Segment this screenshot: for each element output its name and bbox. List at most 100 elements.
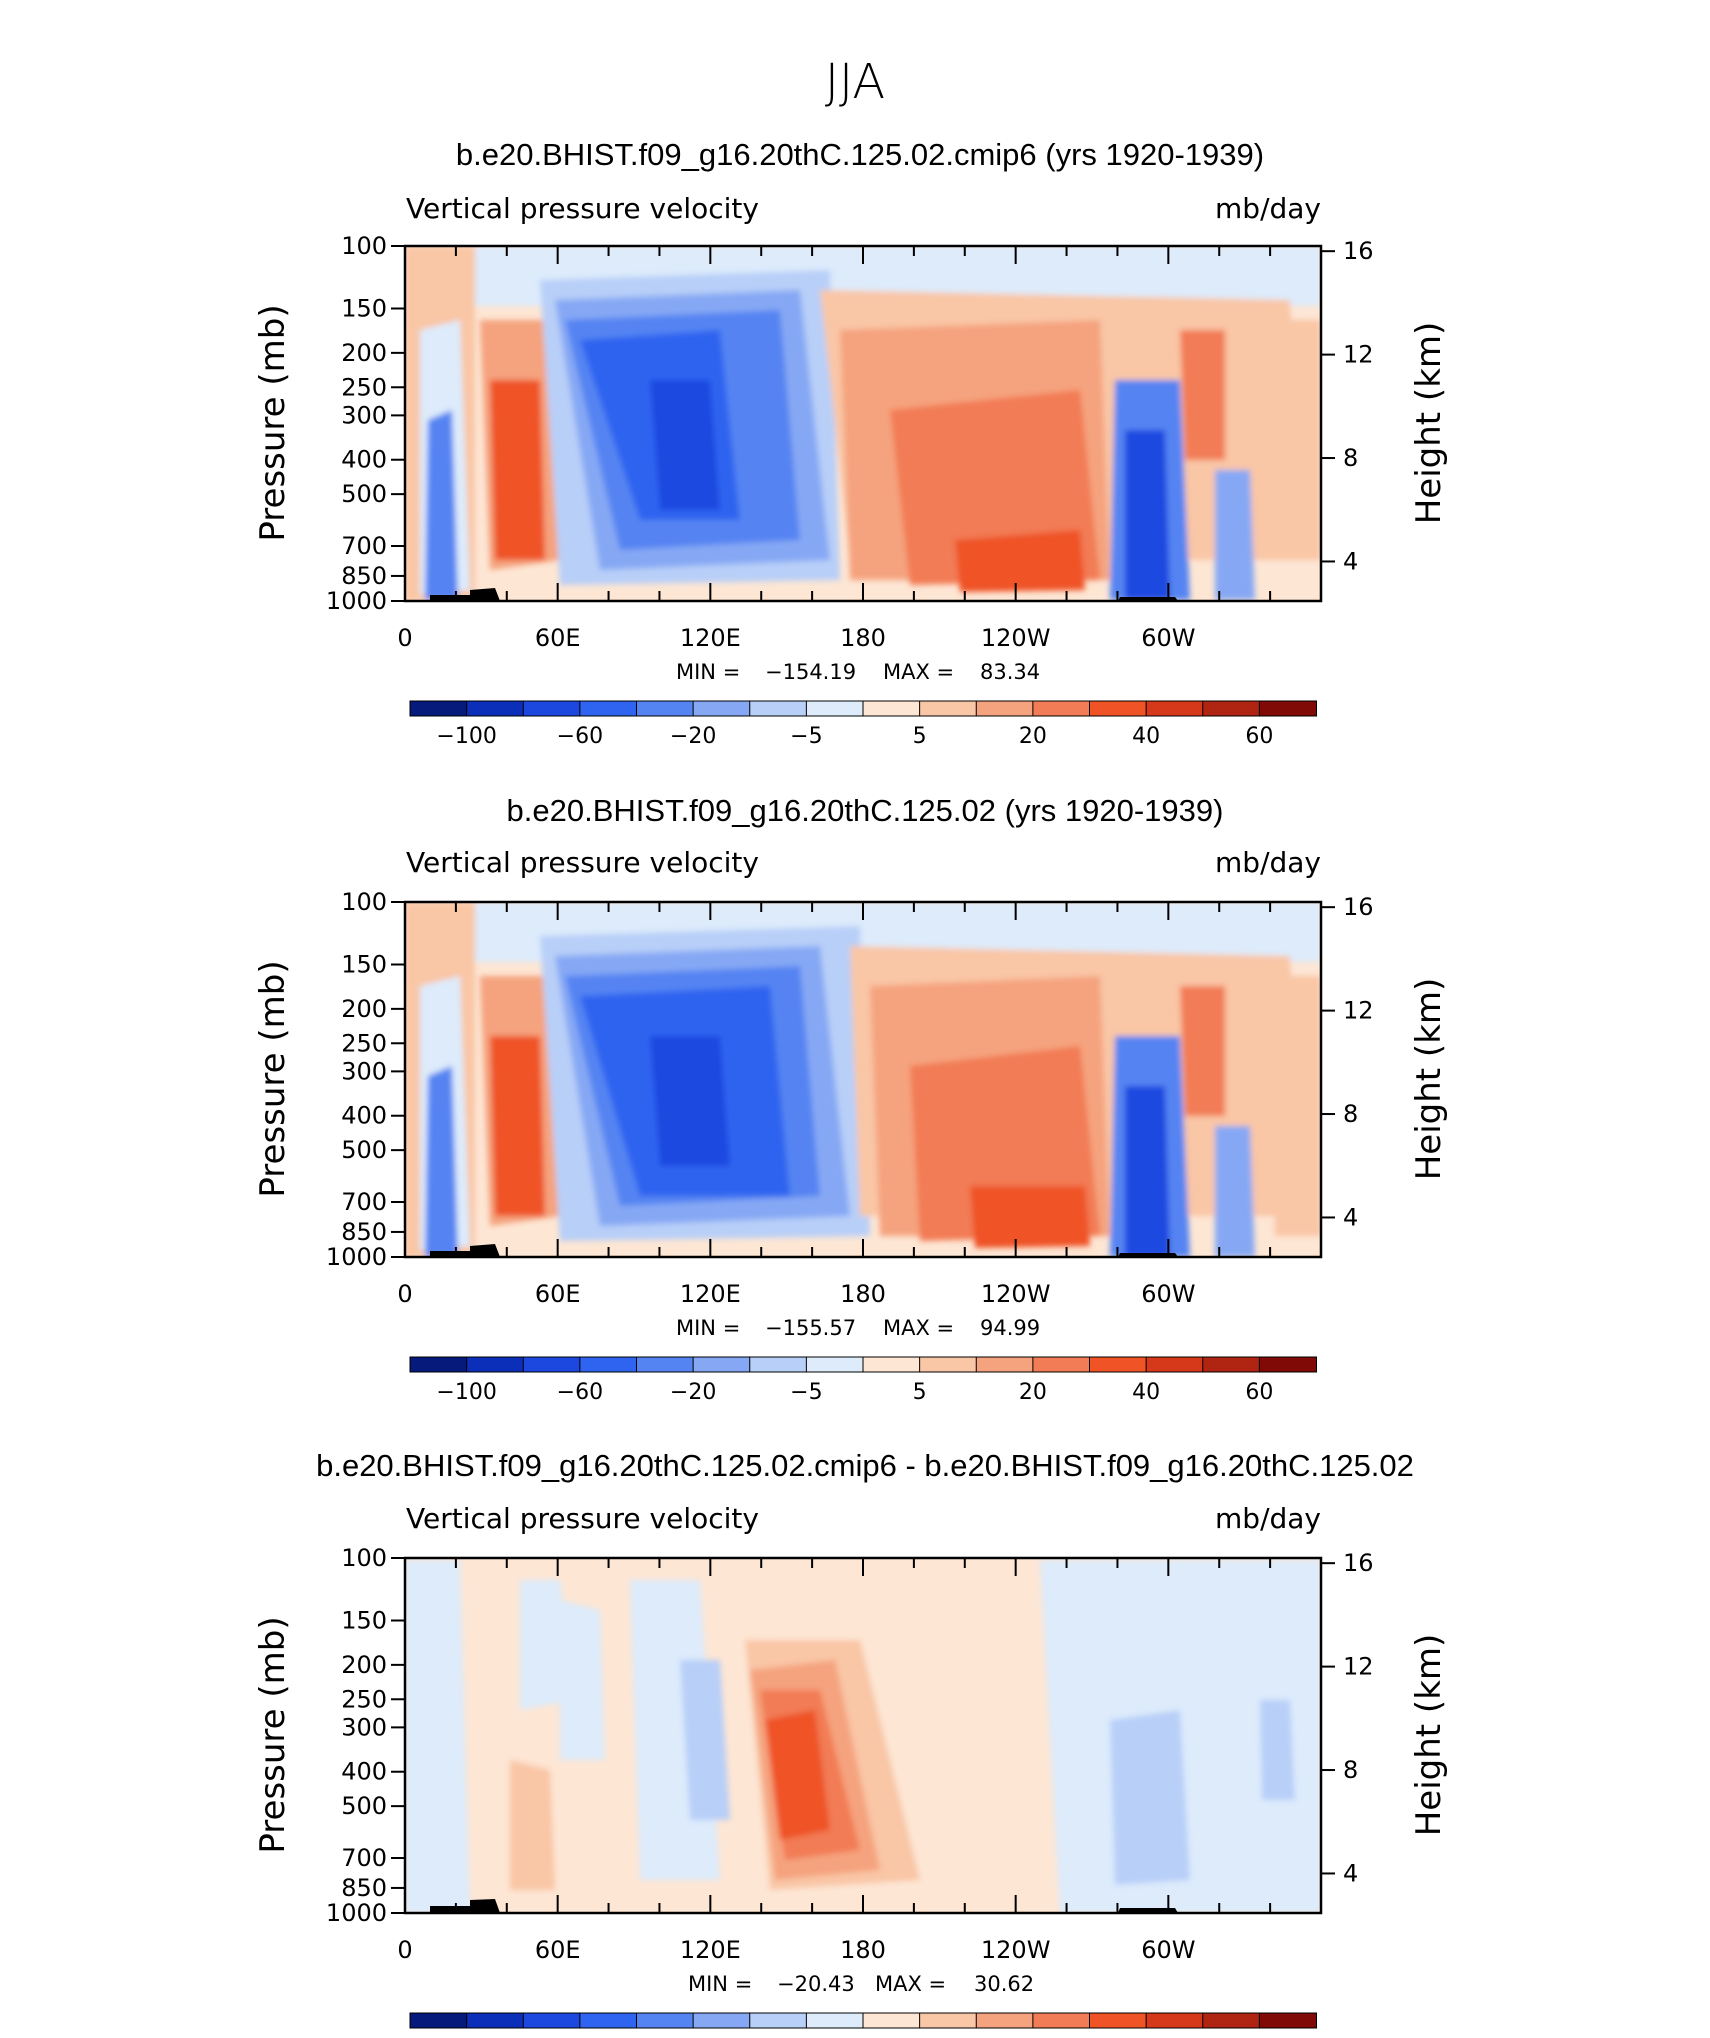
x-tick-label: 60W <box>1141 1280 1195 1308</box>
contour-field <box>405 902 1321 1257</box>
y2-tick-label: 4 <box>1343 1203 1358 1231</box>
colorbar: −100 −60 −20 −5 5 20 40 60 <box>409 1356 1317 1405</box>
x-tick-label: 60E <box>535 624 581 652</box>
y2-axis: Height (km) 16 12 8 4 <box>1321 893 1449 1231</box>
colorbar-swatch <box>409 1356 468 1373</box>
x-tick-label: 0 <box>397 1936 412 1964</box>
figure-title: JJA <box>825 54 885 110</box>
y2-tick-label: 16 <box>1343 1549 1374 1577</box>
colorbar-label: −100 <box>436 724 496 749</box>
colorbar-swatch <box>692 1356 751 1373</box>
y2-axis: Height (km) 16 12 8 4 <box>1321 237 1449 575</box>
colorbar-swatch <box>919 2012 978 2029</box>
y-tick-label: 150 <box>341 951 387 979</box>
colorbar-swatch <box>805 2012 864 2029</box>
panel-1: b.e20.BHIST.f09_g16.20thC.125.02.cmip6 (… <box>253 137 1449 749</box>
colorbar-label: 40 <box>1132 1380 1160 1405</box>
colorbar-label: −20 <box>670 1380 716 1405</box>
colorbar-swatch <box>1202 700 1261 717</box>
colorbar-label: 0 <box>856 2036 870 2038</box>
y-tick-label: 500 <box>341 480 387 508</box>
x-tick-label: 120W <box>981 624 1051 652</box>
topography-mask <box>430 588 500 601</box>
colorbar-swatch <box>466 2012 525 2029</box>
y-tick-label: 300 <box>341 1713 387 1741</box>
colorbar-swatch <box>692 700 751 717</box>
colorbar-swatch <box>862 700 921 717</box>
y-tick-label: 700 <box>341 532 387 560</box>
topography-mask <box>430 1244 500 1257</box>
y2-tick-label: 12 <box>1343 341 1374 369</box>
max-label: MAX = <box>883 1316 954 1340</box>
colorbar-swatch <box>1145 2012 1204 2029</box>
colorbar-label: 50 <box>1245 2036 1273 2038</box>
y2-axis-label: Height (km) <box>1409 322 1449 525</box>
colorbar-label: −40 <box>500 2036 546 2038</box>
y-tick-label: 1000 <box>326 1243 387 1271</box>
y2-tick-label: 16 <box>1343 237 1374 265</box>
max-label: MAX = <box>883 660 954 684</box>
y-tick-label: 300 <box>341 401 387 429</box>
colorbar-label: 15 <box>1019 2036 1047 2038</box>
x-axis: 0 60E 120E 180 120W 60W <box>397 1558 1322 1964</box>
colorbar-label: 40 <box>1132 724 1160 749</box>
colorbar: −100 −60 −20 −5 5 20 40 60 <box>409 700 1317 749</box>
x-tick-label: 120E <box>680 1280 741 1308</box>
x-tick-label: 180 <box>840 1280 886 1308</box>
colorbar-label: 20 <box>1019 724 1047 749</box>
colorbar-label: 20 <box>1076 2036 1104 2038</box>
colorbar-swatch <box>862 2012 921 2029</box>
max-value: 30.62 <box>974 1972 1034 1996</box>
y-tick-label: 100 <box>341 1544 387 1572</box>
colorbar-swatch <box>805 700 864 717</box>
variable-label: Vertical pressure velocity <box>406 1502 759 1535</box>
y2-tick-label: 12 <box>1343 1653 1374 1681</box>
x-tick-label: 180 <box>840 1936 886 1964</box>
y2-tick-label: 8 <box>1343 1756 1358 1784</box>
y-tick-label: 500 <box>341 1792 387 1820</box>
colorbar-swatch <box>975 700 1034 717</box>
colorbar-label: −50 <box>443 2036 489 2038</box>
x-tick-label: 120E <box>680 1936 741 1964</box>
colorbar-label: −60 <box>557 724 603 749</box>
colorbar-label: −5 <box>790 2036 822 2038</box>
y-tick-label: 400 <box>341 1102 387 1130</box>
y-tick-label: 200 <box>341 339 387 367</box>
y-tick-label: 250 <box>341 1685 387 1713</box>
y-tick-label: 850 <box>341 562 387 590</box>
x-tick-label: 180 <box>840 624 886 652</box>
y-tick-label: 850 <box>341 1874 387 1902</box>
colorbar-swatch <box>1032 700 1091 717</box>
colorbar-swatch <box>409 2012 468 2029</box>
x-tick-label: 120W <box>981 1936 1051 1964</box>
colorbar-label: 10 <box>962 2036 990 2038</box>
x-tick-label: 60W <box>1141 1936 1195 1964</box>
y2-tick-label: 8 <box>1343 444 1358 472</box>
y2-axis-label: Height (km) <box>1409 978 1449 1181</box>
colorbar-swatch <box>522 2012 581 2029</box>
colorbar-swatch <box>919 700 978 717</box>
contour-field <box>405 1558 1321 1913</box>
min-value: −155.57 <box>765 1316 856 1340</box>
colorbar-swatch <box>522 1356 581 1373</box>
x-axis: 0 60E 120E 180 120W 60W <box>397 246 1322 652</box>
y-axis-label: Pressure (mb) <box>253 960 293 1197</box>
colorbar-swatch <box>1032 2012 1091 2029</box>
colorbar-swatch <box>636 2012 695 2029</box>
y-tick-label: 100 <box>341 888 387 916</box>
panel-title: b.e20.BHIST.f09_g16.20thC.125.02 (yrs 19… <box>507 793 1224 828</box>
colorbar-swatch <box>636 700 695 717</box>
colorbar-label: 5 <box>913 724 927 749</box>
colorbar-swatch <box>749 700 808 717</box>
units-label: mb/day <box>1215 192 1321 225</box>
colorbar-label: 60 <box>1245 1380 1273 1405</box>
colorbar-label: 30 <box>1132 2036 1160 2038</box>
y-tick-label: 200 <box>341 1651 387 1679</box>
y2-axis-label: Height (km) <box>1409 1634 1449 1837</box>
min-label: MIN = <box>676 1316 740 1340</box>
colorbar-swatch <box>749 2012 808 2029</box>
y-tick-label: 400 <box>341 1758 387 1786</box>
